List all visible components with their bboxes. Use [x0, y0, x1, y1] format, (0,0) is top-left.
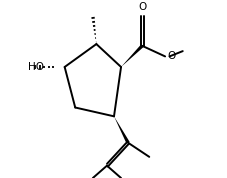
Text: O: O: [167, 51, 175, 61]
Text: HO: HO: [27, 62, 43, 72]
Text: O: O: [138, 2, 146, 12]
Polygon shape: [121, 44, 143, 67]
Polygon shape: [114, 116, 129, 144]
